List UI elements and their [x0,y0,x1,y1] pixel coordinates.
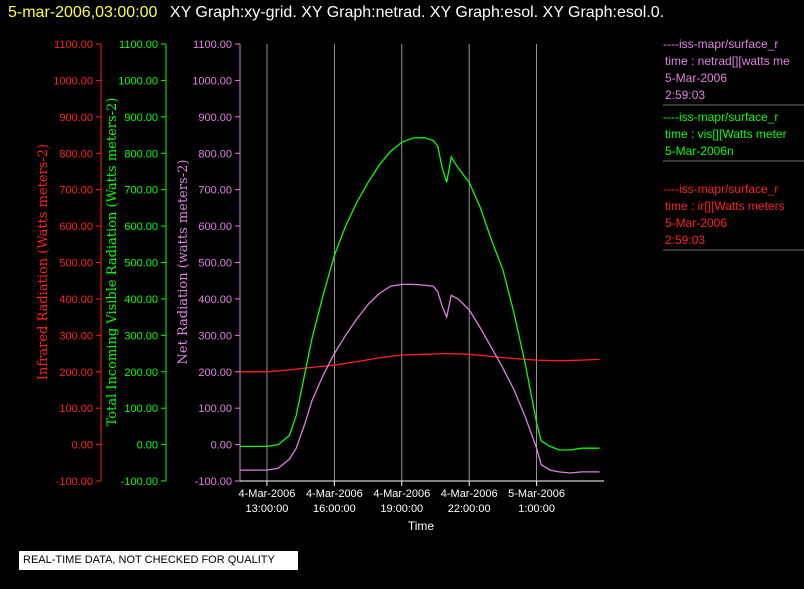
y-tick-label: 300.00 [59,330,93,342]
x-tick-label-date: 5-Mar-2006 [508,488,565,500]
y-tick-label: -100.00 [195,476,232,488]
header-timestamp: 5-mar-2006,03:00:00 [8,4,158,21]
y-tick-label: 800.00 [198,148,232,160]
x-tick-label-date: 4-Mar-2006 [373,488,430,500]
y-tick-label: 600.00 [124,221,158,233]
legend-entry-line: ----iss-mapr/surface_r [663,37,778,51]
y-tick-label: 800.00 [124,148,158,160]
legend-entry-line: 2:59:03 [665,88,705,102]
y-tick-label: 1000.00 [53,75,93,87]
y-tick-label: 400.00 [198,294,232,306]
legend-entry-line: ----iss-mapr/surface_r [663,110,778,124]
series-line-3 [240,283,600,474]
y-tick-label: 500.00 [59,258,93,270]
y-axis-title: Net Radiation (watts meters-2) [176,160,191,365]
y-tick-label: 1000.00 [192,75,232,87]
y-tick-label: 100.00 [124,403,158,415]
legend-entry-line: 2:59:03 [665,233,705,247]
y-tick-label: 900.00 [124,112,158,124]
y-tick-label: 200.00 [124,367,158,379]
series-line-2 [240,136,600,451]
y-tick-label: 1100.00 [119,39,158,51]
y-tick-label: 0.00 [72,440,93,452]
y-tick-label: 900.00 [198,112,232,124]
y-tick-label: 300.00 [124,330,158,342]
y-tick-label: -100.00 [121,476,158,488]
y-tick-label: 200.00 [198,367,232,379]
y-tick-label: 700.00 [59,185,93,197]
legend-entry-line: 5-Mar-2006 [665,216,727,230]
legend-entry-line: time : netrad[][watts me [665,54,790,68]
x-tick-label-time: 1:00:00 [518,503,555,515]
y-tick-label: 400.00 [124,294,158,306]
y-tick-label: 600.00 [198,221,232,233]
x-tick-label-time: 16:00:00 [313,503,356,515]
legend-entry-line: time : vis[][Watts meter [665,127,787,141]
y-tick-label: 500.00 [198,258,232,270]
y-tick-label: 700.00 [124,185,158,197]
y-tick-label: 400.00 [59,294,93,306]
y-tick-label: 800.00 [59,148,93,160]
y-tick-label: 100.00 [59,403,93,415]
x-tick-label-time: 22:00:00 [448,503,491,515]
y-tick-label: 300.00 [198,330,232,342]
y-tick-label: 100.00 [198,403,232,415]
y-tick-label: 1100.00 [193,39,232,51]
y-tick-label: 200.00 [59,367,93,379]
y-tick-label: 0.00 [137,440,158,452]
legend-entry-line: time : ir[][Watts meters [665,199,785,213]
y-tick-label: 500.00 [124,258,158,270]
y-axis-title: Infrared Radiation (Watts meters-2) [36,144,51,380]
y-tick-label: 0.00 [211,440,232,452]
x-axis-title: Time [408,519,435,533]
y-tick-label: 600.00 [59,221,93,233]
x-tick-label-time: 13:00:00 [246,503,289,515]
x-tick-label-date: 4-Mar-2006 [306,488,363,500]
y-tick-label: 1100.00 [54,39,93,51]
y-axis-title: Total Incoming Visible Radiation (Watts … [105,98,120,427]
series-line-1 [240,352,600,373]
header-bar: 5-mar-2006,03:00:00 XY Graph:xy-grid. XY… [8,4,664,22]
y-tick-label: 900.00 [59,112,93,124]
y-tick-label: 700.00 [198,185,232,197]
x-tick-label-time: 19:00:00 [380,503,423,515]
x-tick-label-date: 4-Mar-2006 [239,488,296,500]
y-tick-label: -100.00 [56,476,93,488]
legend-entry-line: 5-Mar-2006 [665,71,727,85]
x-tick-label-date: 4-Mar-2006 [441,488,498,500]
header-graph-titles: XY Graph:xy-grid. XY Graph:netrad. XY Gr… [169,4,665,21]
legend-entry-line: ----iss-mapr/surface_r [663,182,778,196]
legend-entry-line: 5-Mar-2006n [665,144,734,158]
quality-notice: REAL-TIME DATA, NOT CHECKED FOR QUALITY [19,551,298,570]
y-tick-label: 1000.00 [118,75,158,87]
